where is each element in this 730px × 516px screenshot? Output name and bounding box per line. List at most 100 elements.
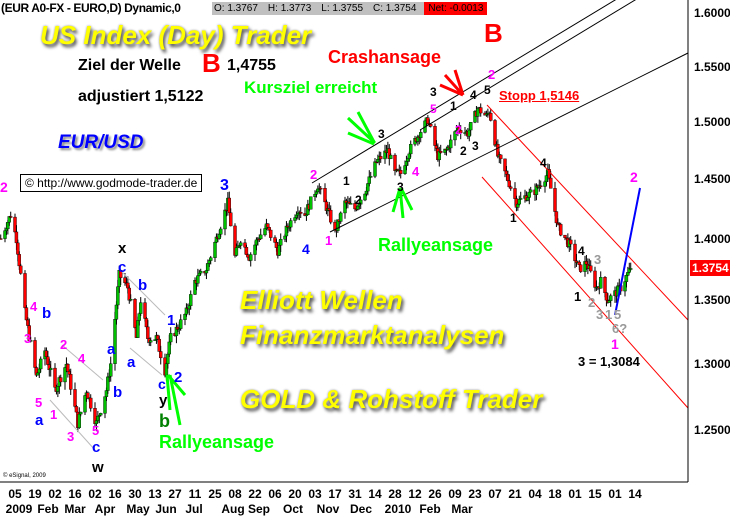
candle: [419, 132, 423, 139]
candle: [23, 273, 27, 308]
open-value: O: 1.3767: [214, 3, 258, 14]
candle: [267, 227, 271, 231]
rally-label-1: Rallyeansage: [159, 432, 275, 452]
candle: [39, 358, 43, 370]
wave-label: 1: [50, 407, 58, 422]
banner-line-3: GOLD & Rohstoff Trader: [240, 384, 543, 414]
wave-label: 3: [24, 331, 32, 346]
candle: [489, 112, 493, 121]
low-value: L: 1.3755: [321, 3, 364, 14]
y-tick-label: 1.4000: [694, 231, 730, 246]
candle: [539, 185, 543, 187]
x-tick-label: 25: [208, 487, 222, 501]
x-tick-label: 27: [168, 487, 182, 501]
candle: [244, 247, 249, 255]
candle: [143, 302, 147, 319]
candle: [119, 270, 123, 278]
candle: [369, 176, 373, 178]
candle: [527, 191, 531, 198]
x-tick-label: 01: [568, 487, 582, 501]
kursziel-label: Kursziel erreicht: [244, 78, 378, 97]
candle: [563, 234, 567, 238]
x-month-label: Mar: [451, 502, 473, 516]
candle: [129, 299, 133, 301]
wave-label: 2: [488, 67, 496, 82]
wave-label: 3: [397, 180, 404, 194]
candle: [517, 199, 521, 205]
candle: [329, 209, 333, 223]
candle: [509, 186, 513, 189]
candle: [73, 389, 77, 407]
wave-label: 4: [78, 351, 86, 366]
x-month-label: Sep: [247, 502, 271, 516]
candle: [259, 234, 263, 240]
x-tick-label: 05: [8, 487, 22, 501]
wave-label: 3: [67, 429, 75, 444]
wave-label: b: [138, 277, 148, 294]
candle: [393, 154, 397, 171]
candle: [459, 130, 463, 134]
x-tick-label: 22: [248, 487, 262, 501]
candle: [469, 122, 473, 131]
y-tick-label: 1.5500: [694, 59, 730, 74]
x-tick-label: 12: [408, 487, 422, 501]
wave-label: 2: [588, 295, 596, 310]
wave-b-label: B: [484, 18, 503, 48]
x-tick-label: 07: [488, 487, 502, 501]
candle: [239, 242, 243, 246]
target-value: 1,4755: [227, 57, 276, 74]
candle: [229, 212, 233, 227]
candle: [577, 261, 581, 265]
wave-label: 1: [167, 312, 176, 329]
x-tick-label: 19: [28, 487, 42, 501]
wave-label: a: [127, 354, 136, 371]
candle: [269, 229, 273, 238]
candle: [553, 188, 557, 212]
wave-label: 3: [220, 177, 229, 194]
net-change: Net: -0.0013: [424, 2, 488, 15]
candle: [0, 238, 3, 240]
chart-title: (EUR A0-FX - EURO,D) Dynamic,0: [1, 1, 181, 15]
candle: [146, 326, 150, 339]
adjusted-target: adjustiert 1,5122: [78, 88, 204, 105]
x-tick-label: 31: [348, 487, 362, 501]
banner-line-2: Finanzmarktanalysen: [240, 320, 505, 350]
candle: [219, 228, 223, 235]
x-tick-label: 28: [388, 487, 402, 501]
candle: [189, 294, 193, 307]
y-tick-label: 1.6000: [694, 6, 730, 20]
candle: [499, 154, 503, 160]
x-month-label: Feb: [37, 502, 59, 516]
x-month-label: 2009: [5, 502, 33, 516]
candle: [373, 161, 377, 177]
wave-label: 4: [470, 88, 477, 102]
candle: [49, 367, 53, 371]
candle: [299, 212, 303, 214]
candle: [196, 275, 200, 284]
candle: [449, 139, 453, 149]
x-tick-label: 03: [308, 487, 322, 501]
wave-label: b: [113, 384, 123, 401]
x-month-label: Nov: [316, 502, 340, 516]
candle: [519, 198, 523, 200]
wave-label: 4: [578, 244, 585, 258]
helper-line: [121, 271, 166, 316]
x-month-label: May: [126, 502, 150, 516]
wave-label: 2: [174, 369, 183, 386]
y-tick-label: 1.3000: [694, 356, 730, 371]
x-tick-label: 21: [508, 487, 522, 501]
candle: [569, 239, 573, 245]
candle: [139, 302, 143, 314]
close-value: C: 1.3754: [373, 3, 417, 14]
wave-label: 1: [343, 174, 350, 188]
candle: [379, 156, 383, 160]
candle: [133, 299, 137, 328]
x-tick-label: 30: [128, 487, 142, 501]
candle: [529, 189, 533, 193]
candle: [359, 199, 363, 205]
candle: [479, 107, 483, 114]
rally-label-2: Rallyeansage: [378, 235, 494, 255]
candle: [74, 406, 79, 413]
candle: [29, 340, 33, 342]
